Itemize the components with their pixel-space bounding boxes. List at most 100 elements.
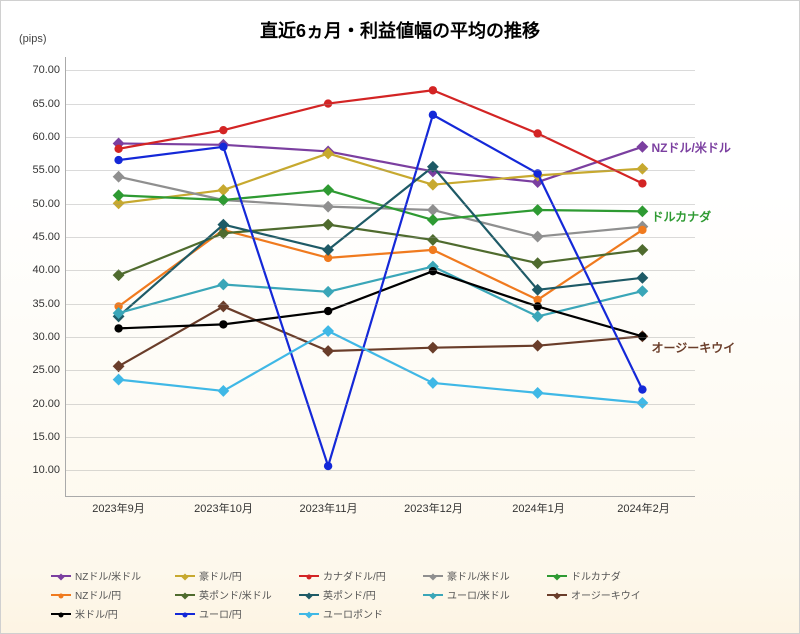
legend-item: 米ドル/円 xyxy=(51,606,161,621)
legend-swatch xyxy=(299,575,319,577)
y-tick-label: 50.00 xyxy=(32,198,60,210)
legend-item: ユーロポンド xyxy=(299,606,409,621)
series-marker xyxy=(427,179,439,191)
legend-item: オージーキウイ xyxy=(547,587,657,602)
legend-swatch xyxy=(547,575,567,577)
series-annotation: ドルカナダ xyxy=(652,208,712,225)
legend-item: 豪ドル/米ドル xyxy=(423,568,533,583)
gridline-h xyxy=(66,304,695,305)
legend-swatch xyxy=(175,575,195,577)
legend-swatch xyxy=(51,613,71,615)
gridline-h xyxy=(66,404,695,405)
series-marker xyxy=(322,184,334,196)
legend-item: NZドル/米ドル xyxy=(51,568,161,583)
legend-label: NZドル/米ドル xyxy=(75,568,141,583)
series-marker xyxy=(636,244,648,256)
legend-label: ユーロ/米ドル xyxy=(447,587,510,602)
y-tick-label: 65.00 xyxy=(32,98,60,110)
legend-label: カナダドル/円 xyxy=(323,568,386,583)
series-marker xyxy=(532,387,544,399)
series-marker xyxy=(217,385,229,397)
legend-swatch xyxy=(299,613,319,615)
series-marker xyxy=(113,171,125,183)
series-marker xyxy=(636,163,648,175)
legend-label: NZドル/円 xyxy=(75,587,121,602)
series-marker xyxy=(219,143,227,151)
series-line xyxy=(119,115,643,466)
gridline-h xyxy=(66,337,695,338)
series-marker xyxy=(532,204,544,216)
y-tick-label: 40.00 xyxy=(32,264,60,276)
legend-item: カナダドル/円 xyxy=(299,568,409,583)
gridline-h xyxy=(66,470,695,471)
series-marker xyxy=(427,377,439,389)
legend-item: 英ポンド/円 xyxy=(299,587,409,602)
y-axis-unit: (pips) xyxy=(19,33,47,45)
y-tick-label: 15.00 xyxy=(32,431,60,443)
gridline-h xyxy=(66,137,695,138)
series-line xyxy=(119,331,643,403)
gridline-h xyxy=(66,104,695,105)
series-marker xyxy=(217,279,229,291)
series-marker xyxy=(322,345,334,357)
series-marker xyxy=(113,374,125,386)
gridline-h xyxy=(66,237,695,238)
series-line xyxy=(119,230,643,306)
series-marker xyxy=(324,462,332,470)
y-tick-label: 70.00 xyxy=(32,64,60,76)
legend-item: ユーロ/円 xyxy=(175,606,285,621)
y-tick-label: 30.00 xyxy=(32,331,60,343)
legend-item: ドルカナダ xyxy=(547,568,657,583)
y-tick-label: 55.00 xyxy=(32,164,60,176)
legend-swatch xyxy=(299,594,319,596)
legend-swatch xyxy=(51,594,71,596)
legend-label: ユーロポンド xyxy=(323,606,383,621)
series-marker xyxy=(219,320,227,328)
series-annotation: NZドル/米ドル xyxy=(652,139,731,156)
gridline-h xyxy=(66,437,695,438)
legend-label: ユーロ/円 xyxy=(199,606,242,621)
legend-item: 豪ドル/円 xyxy=(175,568,285,583)
chart-container: 直近6ヵ月・利益値幅の平均の推移 (pips) 10.0015.0020.002… xyxy=(0,0,800,634)
legend-label: 豪ドル/円 xyxy=(199,568,242,583)
series-marker xyxy=(217,301,229,313)
legend-item: NZドル/円 xyxy=(51,587,161,602)
legend-label: 英ポンド/円 xyxy=(323,587,376,602)
x-tick-label: 2024年1月 xyxy=(512,500,565,516)
series-marker xyxy=(113,189,125,201)
gridline-h xyxy=(66,204,695,205)
legend-swatch xyxy=(547,594,567,596)
series-marker xyxy=(636,205,648,217)
series-marker xyxy=(322,148,334,160)
y-tick-label: 20.00 xyxy=(32,398,60,410)
x-tick-label: 2023年11月 xyxy=(300,500,358,516)
x-tick-label: 2023年12月 xyxy=(404,500,463,516)
series-marker xyxy=(427,214,439,226)
legend-swatch xyxy=(423,575,443,577)
series-marker xyxy=(114,324,122,332)
legend-label: 豪ドル/米ドル xyxy=(447,568,510,583)
series-marker xyxy=(532,310,544,322)
series-marker xyxy=(114,145,122,153)
series-marker xyxy=(636,285,648,297)
series-marker xyxy=(429,246,437,254)
series-marker xyxy=(532,257,544,269)
legend-item: ユーロ/米ドル xyxy=(423,587,533,602)
gridline-h xyxy=(66,170,695,171)
series-marker xyxy=(429,111,437,119)
series-marker xyxy=(322,201,334,213)
gridline-h xyxy=(66,70,695,71)
legend-label: ドルカナダ xyxy=(571,568,621,583)
series-marker xyxy=(532,340,544,352)
y-tick-label: 10.00 xyxy=(32,464,60,476)
series-marker xyxy=(638,226,646,234)
series-marker xyxy=(322,219,334,231)
legend-label: 米ドル/円 xyxy=(75,606,118,621)
legend-label: 英ポンド/米ドル xyxy=(199,587,272,602)
legend-swatch xyxy=(175,594,195,596)
series-marker xyxy=(219,126,227,134)
series-marker xyxy=(638,179,646,187)
x-tick-label: 2023年10月 xyxy=(194,500,253,516)
plot-area: 10.0015.0020.0025.0030.0035.0040.0045.00… xyxy=(65,57,695,497)
series-marker xyxy=(429,86,437,94)
